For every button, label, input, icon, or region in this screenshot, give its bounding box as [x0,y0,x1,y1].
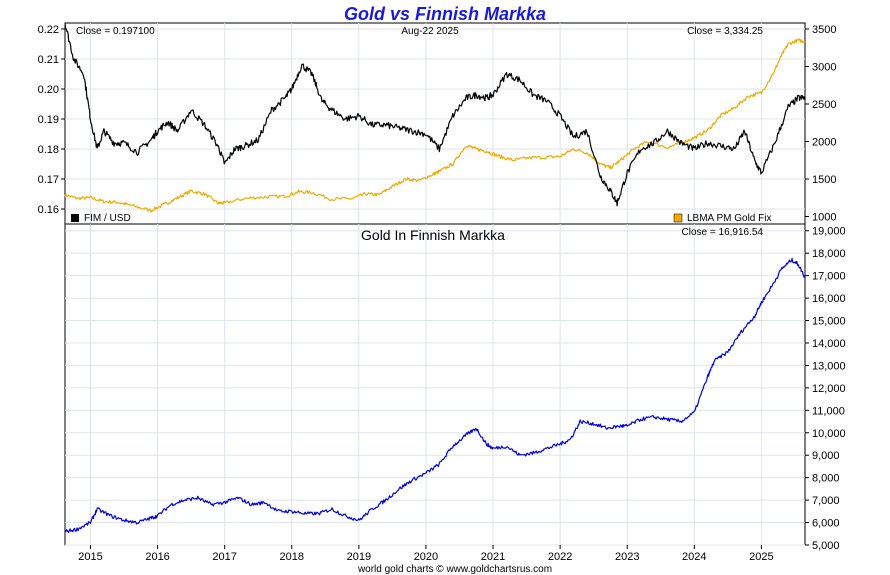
top-left-close: Close = 0.197100 [76,26,155,37]
x-tick-label: 2024 [682,551,706,563]
top-left-axis: 0.16 0.17 0.18 0.19 0.20 0.21 0.22 [38,24,65,216]
left-tick-label: 0.21 [38,54,59,66]
right-tick-label: 16,000 [812,293,846,305]
chart-title: Gold vs Finnish Markka [344,4,546,24]
legend-label-gold-fix: LBMA PM Gold Fix [687,213,771,224]
x-tick-label: 2019 [347,551,371,563]
top-panel-series [64,23,806,213]
right-tick-label: 18,000 [812,248,846,260]
right-tick-label: 14,000 [812,338,846,350]
right-tick-label: 6,000 [812,518,840,530]
right-tick-label: 3500 [812,24,836,36]
right-tick-label: 12,000 [812,383,846,395]
right-tick-label: 11,000 [812,405,845,417]
x-tick-label: 2025 [749,551,773,563]
x-tick-label: 2022 [548,551,572,563]
right-tick-label: 8,000 [812,473,840,485]
right-tick-label: 3000 [812,62,836,74]
right-tick-label: 15,000 [812,316,846,328]
series-line-gold-in-fim [64,257,806,533]
right-tick-label: 1000 [812,212,836,224]
right-tick-label: 1500 [812,174,836,186]
bottom-right-close: Close = 16,916.54 [682,227,764,238]
top-panel-frame [64,22,806,225]
right-tick-label: 10,000 [812,428,846,440]
footer-credit: world gold charts © www.goldchartsrus.co… [357,564,552,575]
x-tick-label: 2016 [145,551,169,563]
legend-label-fim-usd: FIM / USD [84,213,131,224]
left-tick-label: 0.17 [38,174,59,186]
right-tick-label: 9,000 [812,450,840,462]
right-tick-label: 5,000 [812,540,840,552]
left-tick-label: 0.20 [38,84,59,96]
top-right-close: Close = 3,334.25 [687,26,763,37]
bottom-panel-frame [64,223,806,546]
right-tick-label: 7,000 [812,495,840,507]
left-tick-label: 0.22 [38,24,59,36]
top-date: Aug-22 2025 [401,26,459,37]
legend-swatch-fim-usd [71,214,79,222]
left-tick-label: 0.18 [38,144,59,156]
right-tick-label: 19,000 [812,226,846,238]
x-tick-label: 2018 [280,551,304,563]
x-axis: 2015 2016 2017 2018 2019 2020 2021 2022 2023 2024… [78,545,774,563]
bottom-panel-title: Gold In Finnish Markka [361,227,505,243]
left-tick-label: 0.19 [38,114,59,126]
legend-swatch-gold-fix [673,213,683,223]
x-tick-label: 2021 [481,551,505,563]
x-tick-label: 2023 [615,551,639,563]
x-tick-label: 2015 [78,551,102,563]
right-tick-label: 13,000 [812,360,846,372]
x-tick-label: 2020 [414,551,438,563]
right-tick-label: 2000 [812,137,836,149]
bottom-panel-grid [65,224,805,546]
right-tick-label: 17,000 [812,271,846,283]
bottom-panel-series [64,257,806,533]
bottom-right-axis: 5,000 6,000 7,000 8,000 9,000 10,000 11,000 12,… [805,226,846,552]
series-line-gold-fix [64,38,806,213]
left-tick-label: 0.16 [38,204,59,216]
top-panel-grid [65,23,805,224]
series-line-fim-usd [64,23,806,207]
right-tick-label: 2500 [812,99,836,111]
top-right-axis: 1000 1500 2000 2500 3000 3500 [805,24,836,224]
x-tick-label: 2017 [212,551,236,563]
